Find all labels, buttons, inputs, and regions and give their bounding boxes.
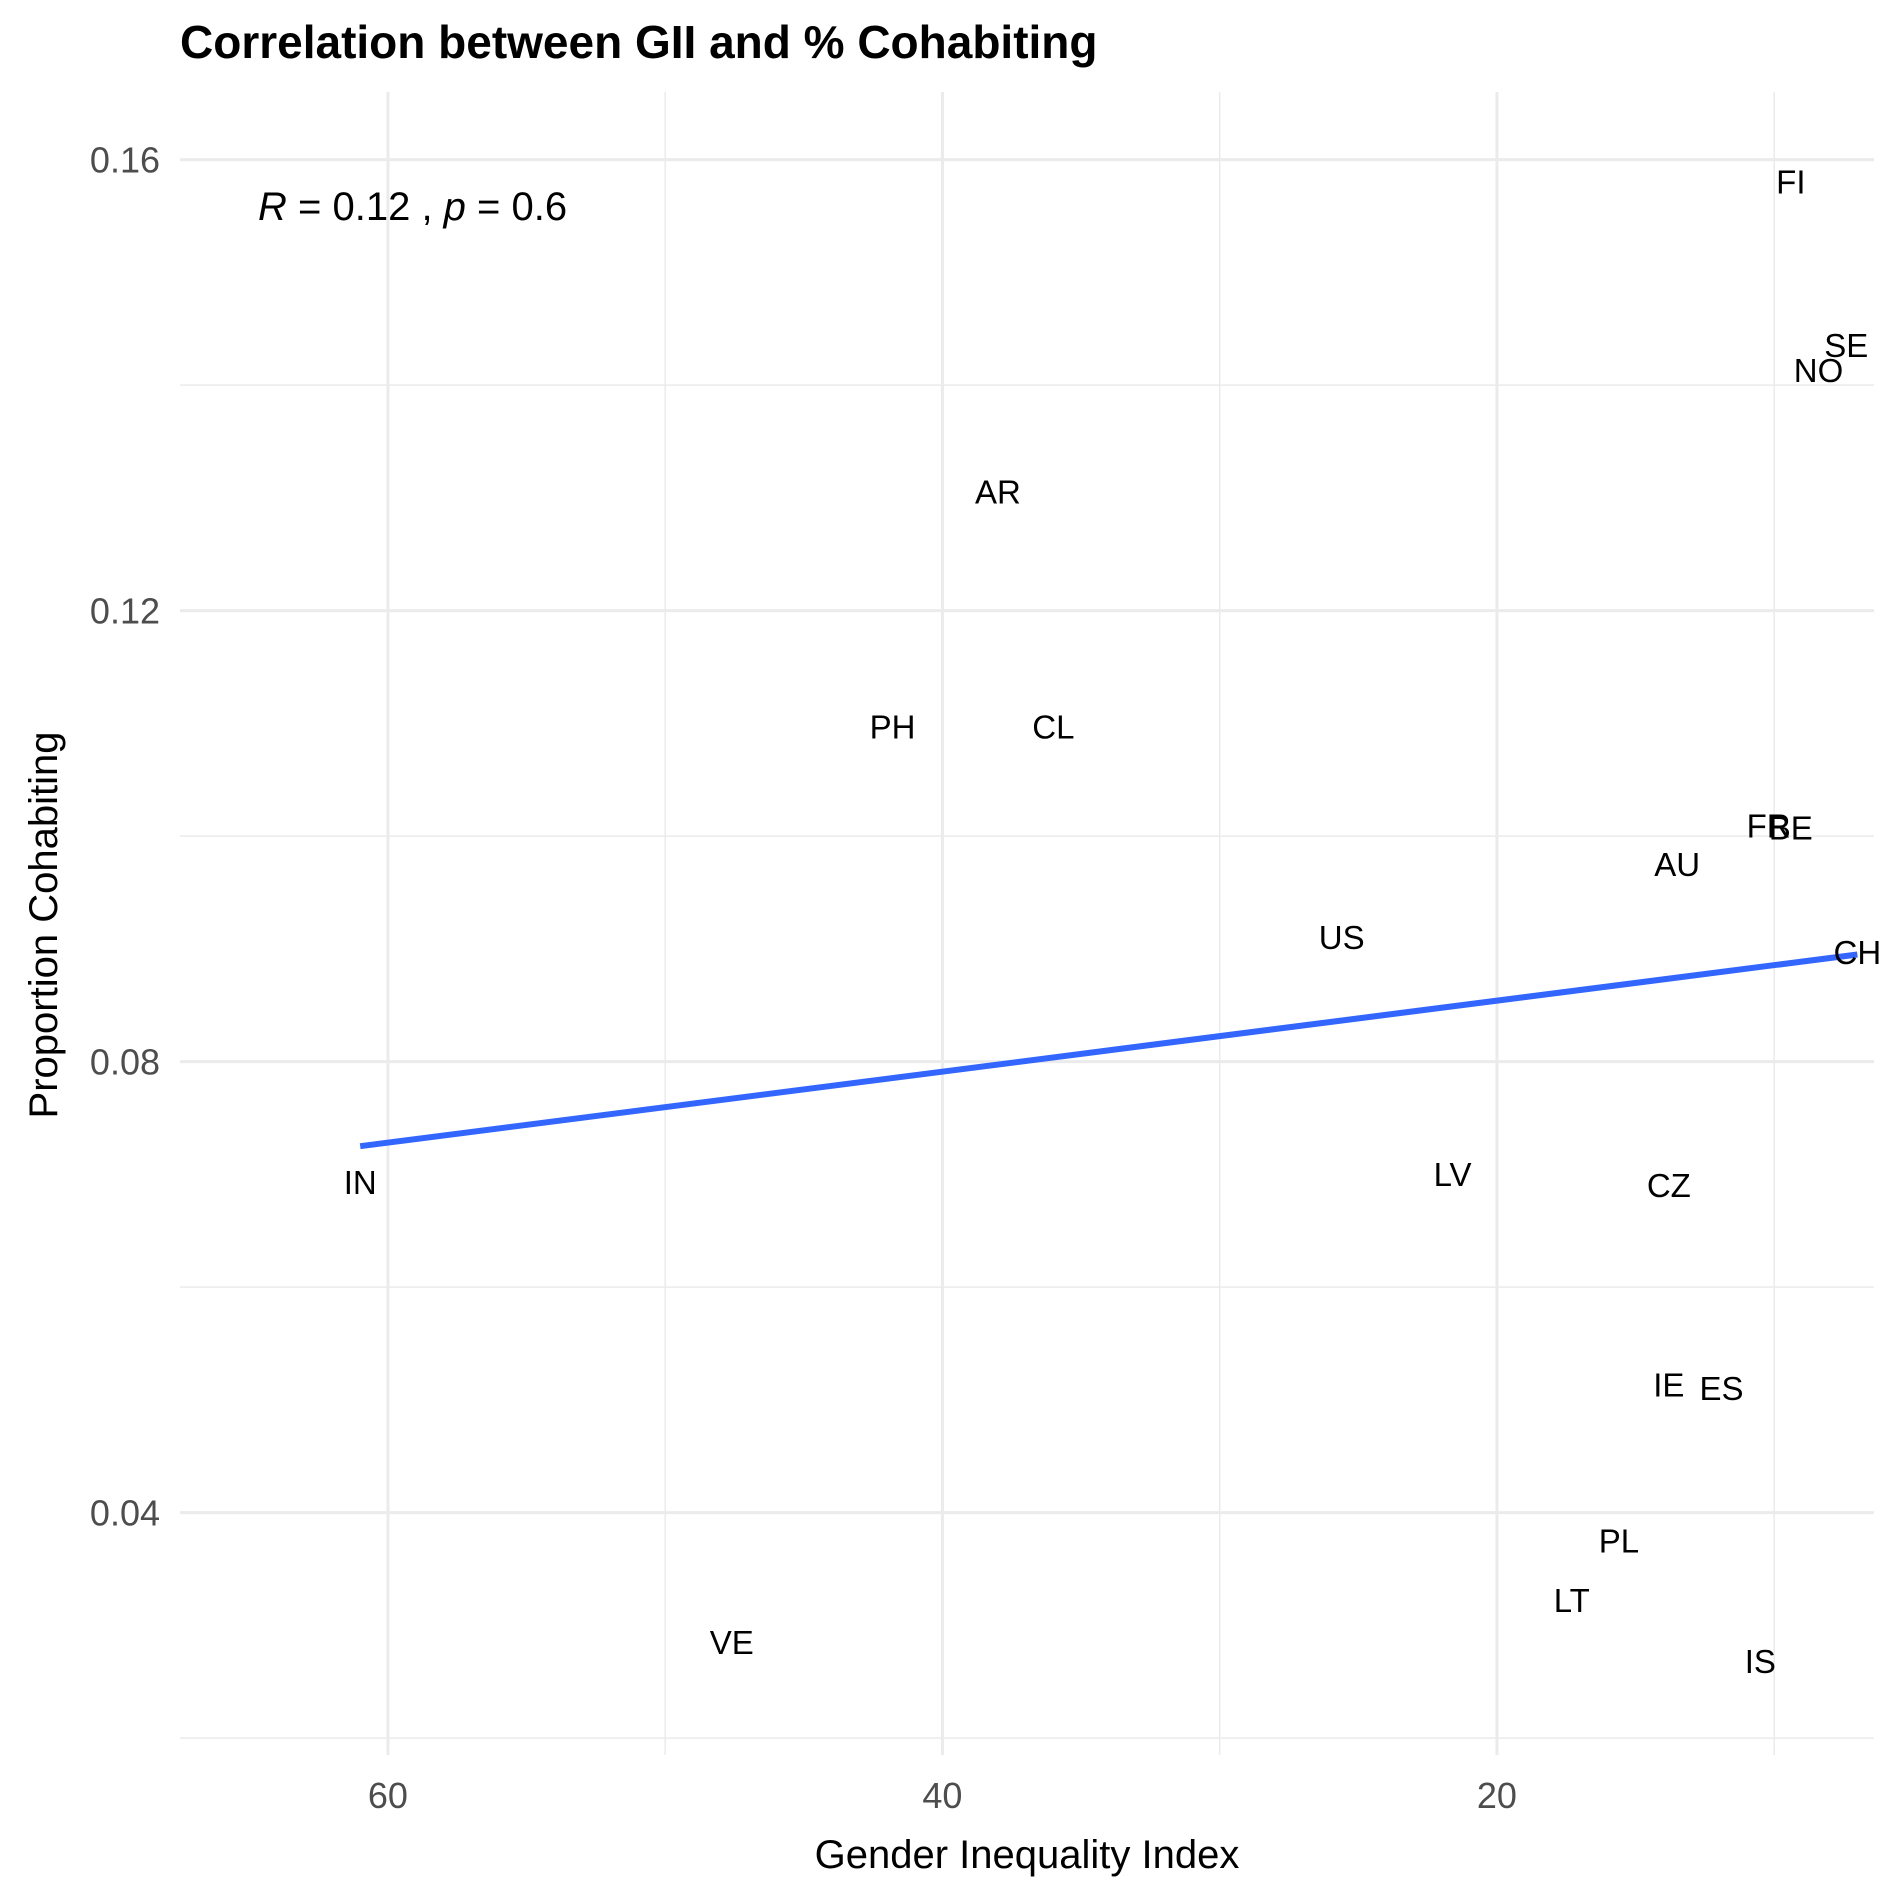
y-tick-label: 0.16 bbox=[90, 140, 160, 181]
correlation-annotation: R = 0.12 , p = 0.6 bbox=[258, 185, 567, 229]
x-tick-label: 60 bbox=[368, 1775, 408, 1816]
r-value: = 0.12 , bbox=[287, 185, 444, 229]
point-label-ar: AR bbox=[975, 474, 1021, 511]
point-label-ph: PH bbox=[870, 708, 916, 745]
y-axis-title: Proportion Cohabiting bbox=[22, 732, 66, 1119]
trend-line-layer bbox=[359, 951, 1858, 1150]
point-label-be: BE bbox=[1769, 810, 1813, 847]
point-label-is: IS bbox=[1745, 1643, 1776, 1680]
x-tick-label: 20 bbox=[1477, 1775, 1517, 1816]
r-symbol: R bbox=[258, 185, 287, 229]
point-label-us: US bbox=[1319, 919, 1365, 956]
p-value: = 0.6 bbox=[466, 185, 567, 229]
x-axis-title: Gender Inequality Index bbox=[815, 1833, 1240, 1877]
point-label-fi: FI bbox=[1776, 164, 1805, 201]
point-label-lt: LT bbox=[1554, 1582, 1590, 1619]
point-label-ve: VE bbox=[710, 1624, 754, 1661]
y-tick-label: 0.04 bbox=[90, 1493, 160, 1534]
axis-ticks: 60 40 20 0.04 0.08 0.12 0.16 bbox=[90, 140, 1517, 1816]
point-label-lv: LV bbox=[1434, 1156, 1472, 1193]
point-label-cl: CL bbox=[1032, 708, 1074, 745]
regression-line bbox=[359, 951, 1858, 1150]
point-label-es: ES bbox=[1699, 1370, 1743, 1407]
point-label-ch: CH bbox=[1834, 934, 1882, 971]
chart-title: Correlation between GII and % Cohabiting bbox=[180, 16, 1098, 68]
y-tick-label: 0.08 bbox=[90, 1042, 160, 1083]
point-label-ie: IE bbox=[1653, 1367, 1684, 1404]
point-label-cz: CZ bbox=[1647, 1167, 1691, 1204]
point-label-se: SE bbox=[1824, 327, 1868, 364]
point-label-fr: FR bbox=[1747, 807, 1791, 844]
point-label-au: AU bbox=[1654, 846, 1700, 883]
x-tick-label: 40 bbox=[922, 1775, 962, 1816]
grid-lines bbox=[180, 92, 1874, 1755]
y-tick-label: 0.12 bbox=[90, 591, 160, 632]
point-label-pl: PL bbox=[1599, 1522, 1639, 1559]
p-symbol: p bbox=[443, 185, 466, 229]
point-label-no: NO bbox=[1794, 352, 1844, 389]
point-label-in: IN bbox=[344, 1164, 377, 1201]
